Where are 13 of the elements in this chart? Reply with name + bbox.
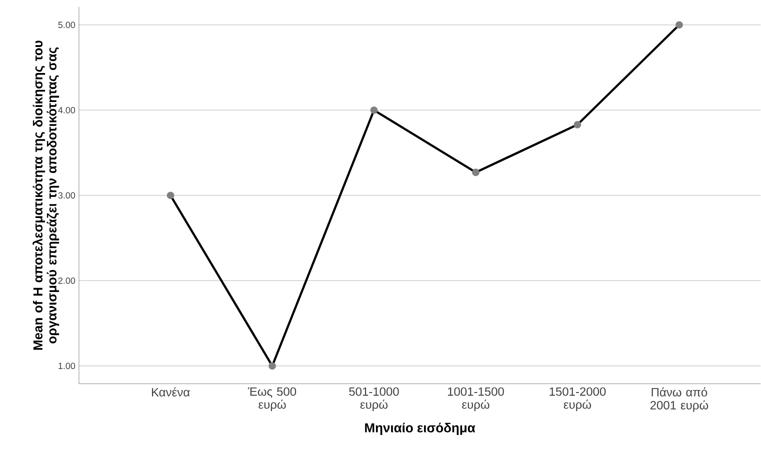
x-tick-label: Έως 500 ευρώ: [248, 387, 296, 412]
y-tick-label: 5.00: [58, 22, 76, 28]
x-tick-label: Κανένα: [152, 387, 190, 397]
y-tick-label: 4.00: [58, 107, 76, 114]
x-tick-label: 1001-1500 ευρώ: [448, 387, 504, 412]
y-tick-label: 2.00: [58, 278, 76, 284]
y-axis-title: Mean of Η αποτελεσματικότητα της διοίκησης του οργανισμού επηρεάζει την αποδοτικότητας σας: [32, 40, 60, 350]
y-tick-label: 3.00: [58, 192, 76, 199]
x-tick-label: 1501-2000 ευρώ: [550, 387, 606, 412]
y-tick-label: 1.00: [58, 362, 76, 370]
x-tick-label: Πάνω από 2001 ευρώ: [650, 387, 708, 412]
x-tick-label: 501-1000 ευρώ: [349, 387, 399, 412]
x-axis-title: Μηνιαίο εισόδημα: [365, 422, 476, 436]
